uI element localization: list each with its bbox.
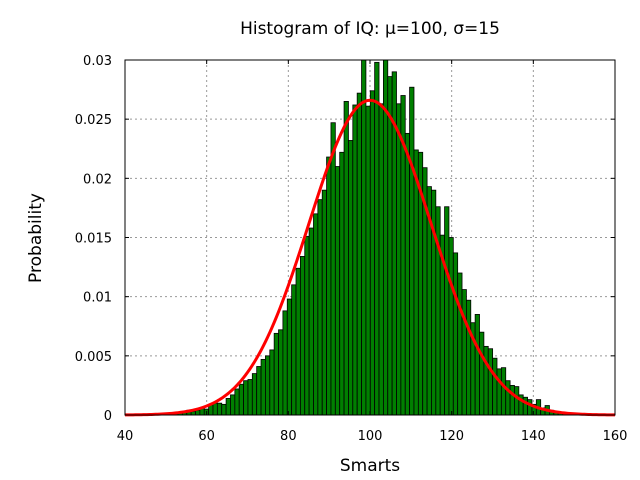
histogram-bar xyxy=(313,213,319,416)
histogram-bar xyxy=(304,235,310,416)
histogram-bar xyxy=(295,267,301,416)
x-axis-label: Smarts xyxy=(340,456,400,476)
histogram-bar xyxy=(461,289,467,416)
histogram-bar xyxy=(396,103,402,416)
histogram-bar xyxy=(452,252,459,416)
histogram-bar xyxy=(413,149,419,416)
y-tick-label: 0.025 xyxy=(75,113,112,128)
x-tick-label: 120 xyxy=(439,429,464,444)
histogram-bar xyxy=(409,86,415,416)
histogram-bar xyxy=(321,189,327,416)
x-tick-label: 160 xyxy=(603,429,628,444)
histogram-bar xyxy=(448,237,454,416)
histogram-bar xyxy=(278,329,284,416)
x-tick-label: 100 xyxy=(358,429,383,444)
x-tick-label: 80 xyxy=(280,429,297,444)
histogram-bar xyxy=(466,299,472,416)
histogram-bar xyxy=(212,402,218,416)
histogram-bar xyxy=(514,386,520,416)
histogram-bar xyxy=(369,90,376,416)
histogram-bar xyxy=(509,385,515,416)
histogram-bar xyxy=(286,298,293,416)
histogram-bar xyxy=(190,411,196,416)
histogram-bar xyxy=(444,206,450,416)
histogram-bar xyxy=(457,272,463,416)
y-tick-label: 0.03 xyxy=(83,54,112,69)
x-tick-label: 60 xyxy=(198,429,215,444)
histogram-bar xyxy=(195,409,201,416)
histogram-bar xyxy=(474,314,480,416)
histogram-bar xyxy=(500,367,507,416)
histogram-bar xyxy=(483,345,489,416)
histogram-bar xyxy=(251,373,258,416)
y-axis-label: Probability xyxy=(26,193,46,283)
y-tick-label: 0.015 xyxy=(75,232,112,247)
y-tick-label: 0.01 xyxy=(83,291,112,306)
histogram-bar xyxy=(326,156,332,416)
histogram-bar xyxy=(269,349,275,416)
histogram-bar xyxy=(238,383,244,416)
histogram-bar xyxy=(221,403,227,416)
histogram-bar xyxy=(352,104,358,416)
histogram-bar xyxy=(356,92,362,416)
histogram-bar xyxy=(479,331,485,416)
x-tick-label: 140 xyxy=(521,429,546,444)
histogram-bar xyxy=(234,388,240,416)
histogram-bar xyxy=(273,332,279,416)
y-tick-label: 0.02 xyxy=(83,172,112,187)
histogram-bar xyxy=(317,199,323,416)
bars xyxy=(147,59,590,416)
histogram-bar xyxy=(339,151,345,416)
histogram-bar xyxy=(492,357,498,416)
histogram-bar xyxy=(225,398,231,416)
histogram-bar xyxy=(365,105,371,416)
y-tick-label: 0.005 xyxy=(75,350,112,365)
histogram-bar xyxy=(308,227,314,416)
histogram-bar xyxy=(216,402,223,416)
histogram-bar xyxy=(282,310,288,416)
histogram-bar xyxy=(527,399,533,416)
histogram-bar xyxy=(256,366,262,416)
histogram-bar xyxy=(343,101,349,416)
histogram-bar xyxy=(260,358,266,416)
histogram-bar xyxy=(330,122,336,416)
histogram-bar xyxy=(348,140,354,416)
histogram-bar xyxy=(496,368,502,416)
histogram-bar xyxy=(265,355,271,416)
histogram-bar xyxy=(487,348,494,416)
histogram-bar xyxy=(378,103,384,416)
histogram-bar xyxy=(243,380,249,416)
histogram-bar xyxy=(334,166,341,416)
histogram-bar xyxy=(299,256,306,416)
histogram-bar xyxy=(230,394,236,416)
histogram-bar xyxy=(361,59,367,416)
chart-title: Histogram of IQ: μ=100, σ=15 xyxy=(240,19,500,39)
histogram-bar xyxy=(387,76,393,416)
histogram-bar xyxy=(404,132,411,416)
normal-pdf-curve xyxy=(124,98,616,417)
x-tick-label: 40 xyxy=(117,429,134,444)
histogram-bar xyxy=(374,61,380,416)
y-tick-label: 0 xyxy=(104,409,112,424)
histogram-bar xyxy=(505,380,511,416)
histogram-bar xyxy=(247,379,253,416)
ticks: 40 60 80 100 120 140 160 0 0.005 0.01 0.015 0.02 0.0… xyxy=(75,54,628,444)
histogram-bar xyxy=(291,284,297,416)
